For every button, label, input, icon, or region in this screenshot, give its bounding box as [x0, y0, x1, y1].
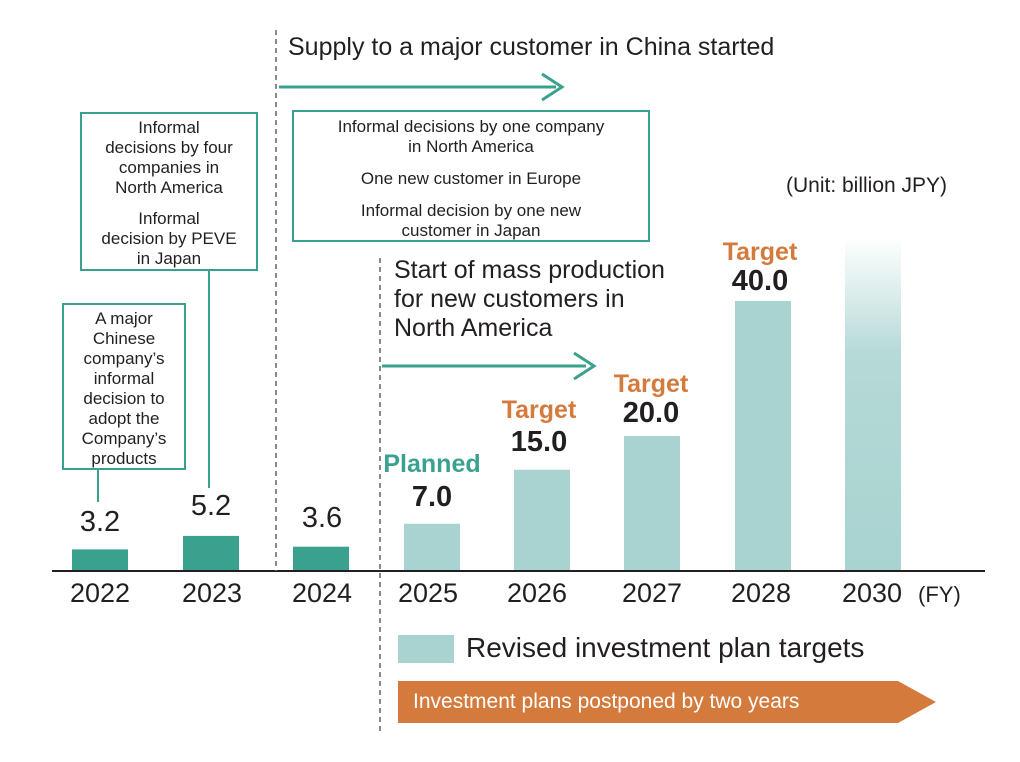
mass-production-label: Start of mass production for new custome… [394, 256, 665, 342]
value-label-2024: 3.6 [301, 502, 343, 534]
china-supply-label: Supply to a major customer in China star… [288, 33, 775, 61]
note-box-2024-third: Informal decision by one new customer in… [360, 201, 582, 240]
x-tick-2022: 2022 [69, 578, 131, 608]
x-tick-2028: 2028 [730, 578, 792, 608]
bar-2027 [624, 436, 680, 571]
postponed-banner-shape [398, 681, 936, 723]
bar-2028 [735, 301, 791, 571]
status-label-2026: Target [501, 396, 577, 424]
x-unit-label: (FY) [918, 582, 961, 607]
bars-group [72, 237, 901, 571]
note-box-2024-first: Informal decisions by one company in Nor… [337, 117, 605, 156]
x-tick-2024: 2024 [291, 578, 353, 608]
x-tick-2023: 2023 [181, 578, 243, 608]
bar-2030 [845, 237, 901, 571]
value-label-2028: 40.0 [731, 265, 789, 297]
bar-2022 [72, 549, 128, 571]
note-box-2022-text: A major Chinese company’s informal decis… [81, 309, 167, 468]
note-box-2023: Informal decisions by four companies in … [80, 112, 258, 271]
value-label-2023: 5.2 [190, 490, 232, 522]
note-box-2023-second: Informal decision by PEVE in Japan [101, 209, 237, 268]
legend-swatch [398, 635, 454, 663]
value-label-2022: 3.2 [79, 506, 121, 538]
x-tick-2027: 2027 [621, 578, 683, 608]
x-tick-2030: 2030 [841, 578, 903, 608]
note-box-2022: A major Chinese company’s informal decis… [62, 303, 186, 470]
status-label-2028: Target [722, 238, 798, 266]
legend-label: Revised investment plan targets [466, 632, 865, 663]
china-supply-arrow [279, 72, 565, 102]
bar-2026 [514, 469, 570, 571]
x-tick-2026: 2026 [506, 578, 568, 608]
value-label-2026: 15.0 [510, 426, 568, 458]
value-label-2027: 20.0 [622, 397, 680, 429]
bar-2024 [293, 546, 349, 571]
note-box-2024: Informal decisions by one company in Nor… [292, 110, 650, 242]
x-tick-2025: 2025 [397, 578, 459, 608]
note-box-2024-second: One new customer in Europe [360, 169, 582, 188]
unit-note: (Unit: billion JPY) [786, 174, 948, 197]
value-label-2025: 7.0 [411, 481, 453, 513]
bar-2025 [404, 523, 460, 571]
postponed-banner-label: Investment plans postponed by two years [413, 690, 800, 713]
status-label-2027: Target [613, 370, 689, 398]
status-label-2025: Planned [383, 450, 481, 478]
bar-2023 [183, 535, 239, 571]
mass-production-arrow [382, 351, 597, 381]
note-box-2023-first: Informal decisions by four companies in … [105, 118, 233, 197]
